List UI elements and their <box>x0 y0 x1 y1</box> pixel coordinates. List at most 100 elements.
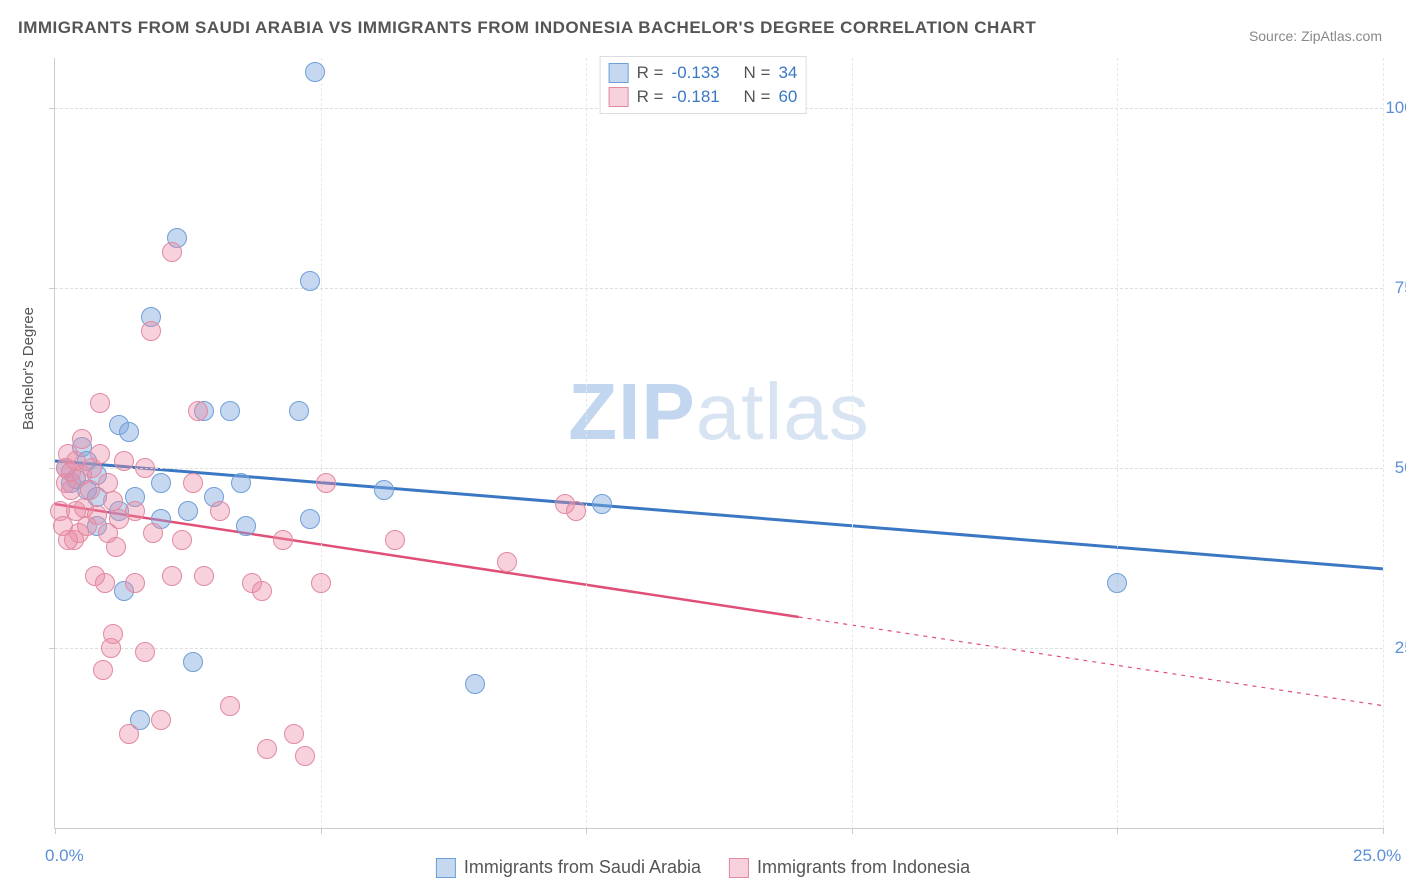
scatter-point <box>162 242 182 262</box>
scatter-point <box>183 652 203 672</box>
legend-r-label: R = <box>637 87 664 107</box>
tick-mark <box>49 288 55 289</box>
watermark: ZIPatlas <box>568 366 869 458</box>
scatter-point <box>566 501 586 521</box>
scatter-point <box>311 573 331 593</box>
legend-bottom-item: Immigrants from Saudi Arabia <box>436 857 701 878</box>
scatter-point <box>151 473 171 493</box>
y-tick-label: 50.0% <box>1395 458 1406 478</box>
grid-line-h <box>55 468 1383 469</box>
scatter-point <box>172 530 192 550</box>
legend-swatch <box>729 858 749 878</box>
y-tick-label: 100.0% <box>1385 98 1406 118</box>
legend-top: R =-0.133N =34R =-0.181N =60 <box>600 56 807 114</box>
legend-swatch <box>436 858 456 878</box>
legend-series-label: Immigrants from Indonesia <box>757 857 970 878</box>
scatter-point <box>119 724 139 744</box>
scatter-point <box>119 422 139 442</box>
legend-top-row: R =-0.181N =60 <box>609 85 798 109</box>
scatter-point <box>106 537 126 557</box>
scatter-point <box>385 530 405 550</box>
legend-r-value: -0.133 <box>672 63 728 83</box>
scatter-point <box>162 566 182 586</box>
scatter-point <box>95 573 115 593</box>
legend-bottom: Immigrants from Saudi Arabia Immigrants f… <box>436 857 970 878</box>
grid-line-h <box>55 648 1383 649</box>
scatter-point <box>194 566 214 586</box>
tick-mark <box>1383 828 1384 834</box>
scatter-point <box>316 473 336 493</box>
tick-mark <box>586 828 587 834</box>
y-tick-label: 25.0% <box>1395 638 1406 658</box>
scatter-point <box>141 321 161 341</box>
scatter-point <box>87 505 107 525</box>
scatter-point <box>114 451 134 471</box>
scatter-point <box>374 480 394 500</box>
watermark-zip: ZIP <box>568 367 695 456</box>
chart-container: IMMIGRANTS FROM SAUDI ARABIA VS IMMIGRAN… <box>0 0 1406 892</box>
legend-swatch <box>609 87 629 107</box>
scatter-point <box>58 530 78 550</box>
scatter-point <box>220 696 240 716</box>
x-tick-label: 25.0% <box>1353 846 1401 866</box>
legend-n-value: 34 <box>778 63 797 83</box>
legend-bottom-item: Immigrants from Indonesia <box>729 857 970 878</box>
grid-line-v <box>321 58 322 828</box>
scatter-point <box>103 624 123 644</box>
scatter-point <box>252 581 272 601</box>
scatter-point <box>178 501 198 521</box>
tick-mark <box>55 828 56 834</box>
scatter-point <box>143 523 163 543</box>
y-tick-label: 75.0% <box>1395 278 1406 298</box>
scatter-point <box>305 62 325 82</box>
legend-n-label: N = <box>744 63 771 83</box>
scatter-point <box>284 724 304 744</box>
scatter-point <box>257 739 277 759</box>
watermark-atlas: atlas <box>696 367 870 456</box>
scatter-point <box>188 401 208 421</box>
x-tick-label: 0.0% <box>45 846 84 866</box>
scatter-point <box>135 458 155 478</box>
scatter-point <box>592 494 612 514</box>
scatter-point <box>125 573 145 593</box>
scatter-point <box>93 660 113 680</box>
scatter-point <box>98 473 118 493</box>
scatter-point <box>125 501 145 521</box>
tick-mark <box>49 108 55 109</box>
trend-line-dashed <box>799 617 1383 706</box>
grid-line-h <box>55 288 1383 289</box>
trend-lines-svg <box>55 58 1383 828</box>
tick-mark <box>49 648 55 649</box>
scatter-point <box>135 642 155 662</box>
scatter-point <box>183 473 203 493</box>
scatter-point <box>90 444 110 464</box>
legend-n-value: 60 <box>778 87 797 107</box>
scatter-point <box>90 393 110 413</box>
legend-r-label: R = <box>637 63 664 83</box>
scatter-point <box>273 530 293 550</box>
scatter-point <box>151 710 171 730</box>
scatter-point <box>497 552 517 572</box>
grid-line-v <box>586 58 587 828</box>
scatter-point <box>289 401 309 421</box>
scatter-point <box>72 429 92 449</box>
tick-mark <box>852 828 853 834</box>
scatter-point <box>103 491 123 511</box>
chart-title: IMMIGRANTS FROM SAUDI ARABIA VS IMMIGRAN… <box>18 18 1036 38</box>
grid-line-v <box>852 58 853 828</box>
legend-n-label: N = <box>744 87 771 107</box>
scatter-point <box>210 501 230 521</box>
legend-swatch <box>609 63 629 83</box>
scatter-point <box>300 271 320 291</box>
tick-mark <box>321 828 322 834</box>
tick-mark <box>1117 828 1118 834</box>
legend-series-label: Immigrants from Saudi Arabia <box>464 857 701 878</box>
scatter-point <box>80 480 100 500</box>
trend-line <box>55 461 1383 569</box>
tick-mark <box>49 468 55 469</box>
grid-line-v <box>1383 58 1384 828</box>
plot-area: ZIPatlas 25.0%50.0%75.0%100.0%0.0%25.0% <box>54 58 1383 829</box>
scatter-point <box>300 509 320 529</box>
source-label: Source: ZipAtlas.com <box>1249 28 1382 44</box>
scatter-point <box>1107 573 1127 593</box>
